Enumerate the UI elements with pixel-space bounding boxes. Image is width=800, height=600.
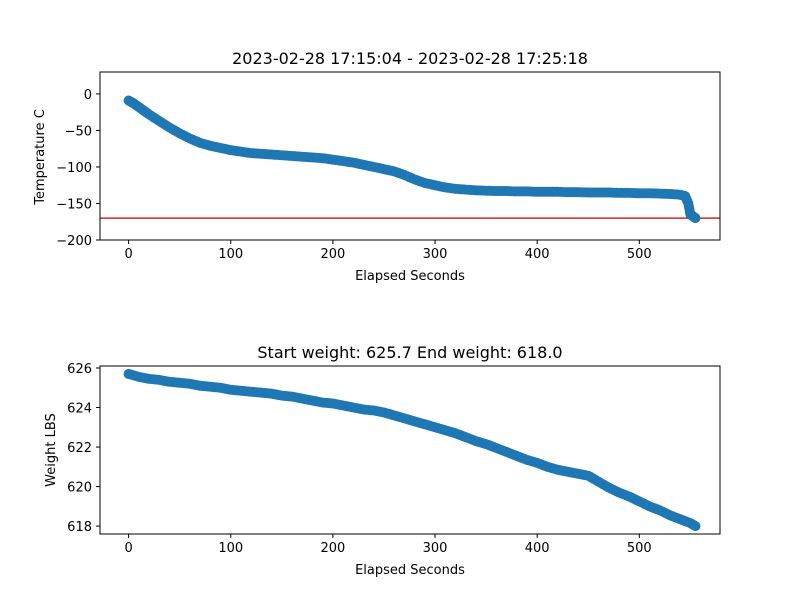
weight-data-point <box>690 521 701 532</box>
temperature-axes-frame <box>99 71 721 241</box>
weight-xlabel: Elapsed Seconds <box>355 563 465 578</box>
temperature-xtick-label: 0 <box>124 247 132 262</box>
weight-ticks: 0 100 200 300 400 500 618 620 622 624 626 <box>67 362 652 556</box>
weight-xtick-label: 400 <box>525 541 550 556</box>
weight-xtick-label: 100 <box>218 541 243 556</box>
temperature-xtick-label: 100 <box>218 247 243 262</box>
temperature-ticks: 0 100 200 300 400 500 0 −50 −100 −150 −200 <box>56 88 651 262</box>
temperature-ytick-label: −50 <box>65 124 92 139</box>
temperature-ytick-label: 0 <box>84 88 92 103</box>
temperature-subplot: 2023-02-28 17:15:04 - 2023-02-28 17:25:1… <box>33 49 721 284</box>
temperature-series <box>123 95 701 224</box>
temperature-xtick-label: 500 <box>627 247 652 262</box>
weight-ytick-label: 626 <box>67 362 92 377</box>
weight-xtick-label: 0 <box>124 541 132 556</box>
temperature-ytick-label: −100 <box>56 161 92 176</box>
weight-title: Start weight: 625.7 End weight: 618.0 <box>257 343 562 362</box>
weight-xtick-label: 500 <box>627 541 652 556</box>
weight-ylabel: Weight LBS <box>44 413 59 487</box>
temperature-xlabel: Elapsed Seconds <box>355 269 465 284</box>
weight-ytick-label: 624 <box>67 402 92 417</box>
weight-xtick-label: 300 <box>423 541 448 556</box>
weight-ytick-label: 620 <box>67 481 92 496</box>
weight-ytick-label: 622 <box>67 441 92 456</box>
temperature-ylabel: Temperature C <box>33 109 48 206</box>
weight-ytick-label: 618 <box>67 520 92 535</box>
temperature-title: 2023-02-28 17:15:04 - 2023-02-28 17:25:1… <box>232 49 588 68</box>
temperature-xtick-label: 200 <box>320 247 345 262</box>
temperature-ytick-label: −150 <box>56 197 92 212</box>
weight-xtick-label: 200 <box>320 541 345 556</box>
weight-subplot: Start weight: 625.7 End weight: 618.0 El… <box>44 343 721 578</box>
weight-axes-frame <box>99 365 721 535</box>
temperature-xtick-label: 400 <box>525 247 550 262</box>
temperature-xtick-label: 300 <box>423 247 448 262</box>
temperature-data-point <box>690 213 701 224</box>
temperature-ytick-label: −200 <box>56 234 92 249</box>
weight-series <box>123 368 701 532</box>
